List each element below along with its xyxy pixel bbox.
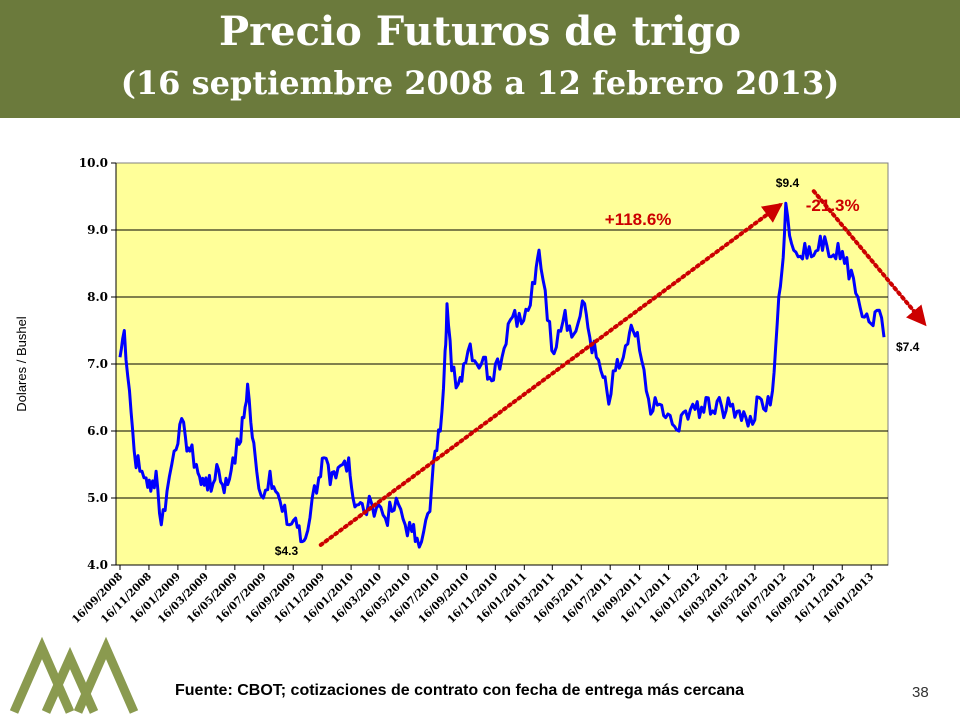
y-tick-label: 8.0 — [87, 290, 108, 304]
wheat-futures-chart: 4.0 5.0 6.0 7.0 8.0 9.0 10.0 16/09/200816/11/2… — [14, 156, 927, 626]
y-axis-label: Dolares / Bushel — [14, 316, 29, 411]
page-title: Precio Futuros de trigo — [218, 8, 742, 55]
grid-lines — [116, 229, 888, 499]
price-series-line — [118, 201, 886, 549]
y-axis: 4.0 5.0 6.0 7.0 8.0 9.0 10.0 — [79, 156, 117, 572]
trend-arrow — [811, 189, 927, 327]
y-tick-label: 5.0 — [87, 491, 108, 505]
page-subtitle: (16 septiembre 2008 a 12 febrero 2013) — [120, 64, 840, 102]
y-tick-label: 4.0 — [87, 558, 108, 572]
percent-change-label: +118.6% — [605, 210, 672, 229]
source-note: Fuente: CBOT; cotizaciones de contrato c… — [175, 682, 745, 699]
price-label: $7.4 — [896, 340, 920, 354]
trend-arrow — [318, 202, 783, 547]
x-axis: 16/09/200816/11/200816/01/200916/03/2009… — [70, 564, 888, 626]
title-band — [0, 0, 960, 118]
y-tick-label: 9.0 — [87, 223, 108, 237]
page-number: 38 — [912, 684, 929, 701]
mountain-logo-icon — [9, 636, 139, 714]
annotations: $4.3 $9.4 $7.4 +118.6% -21.3% — [275, 176, 927, 558]
percent-change-label: -21.3% — [806, 196, 860, 215]
y-tick-label: 10.0 — [79, 156, 108, 170]
y-tick-label: 7.0 — [87, 357, 108, 371]
price-label: $4.3 — [275, 544, 299, 558]
price-label: $9.4 — [776, 176, 800, 190]
y-tick-label: 6.0 — [87, 424, 108, 438]
